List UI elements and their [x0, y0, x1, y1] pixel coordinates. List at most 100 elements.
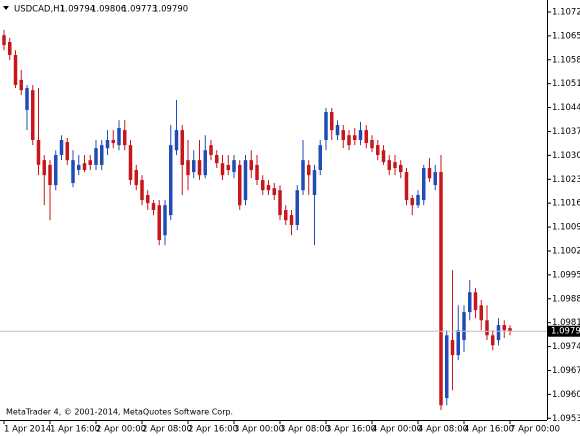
candle-body [335, 124, 340, 136]
candle-body [192, 160, 196, 173]
ohlc-open: 1.09794 [60, 5, 95, 15]
y-tick-label: 1.10025 [552, 246, 580, 256]
y-tick-label: 1.10655 [552, 31, 580, 41]
candle-body [13, 54, 18, 86]
y-tick-label: 1.09745 [552, 342, 580, 352]
candle-body [462, 312, 466, 341]
candle-body [215, 155, 219, 164]
candle-body [502, 325, 506, 331]
candle-body [255, 164, 259, 180]
candle-body [399, 164, 403, 173]
candle-body [157, 205, 161, 241]
candle-body [376, 145, 380, 156]
candle-body [146, 194, 150, 204]
candle-body [404, 172, 409, 201]
candle-body [249, 160, 253, 171]
candle-body [123, 130, 127, 146]
x-tick-label: 1 Apr 16:00 [50, 425, 100, 435]
y-tick-label: 1.09535 [552, 414, 580, 424]
y-tick-label: 1.10165 [552, 199, 580, 209]
menu-arrow [3, 6, 9, 10]
y-tick-label: 1.10445 [552, 103, 580, 113]
x-tick-label: 4 Apr 16:00 [464, 425, 514, 435]
x-tick-label: 2 Apr 08:00 [142, 425, 192, 435]
candle-body [105, 140, 110, 149]
candle-body [496, 325, 501, 341]
candle-body [381, 150, 386, 163]
y-tick-label: 1.10375 [552, 127, 580, 137]
candle-body [410, 198, 414, 206]
candle-body [439, 172, 443, 406]
candle-body [445, 335, 449, 399]
candle-body [358, 130, 363, 140]
candle-body [307, 164, 311, 176]
candle-body [134, 170, 138, 186]
y-tick-label: 1.10305 [552, 151, 580, 161]
candle-body [19, 79, 23, 91]
candle-body [48, 164, 52, 186]
candle-body [117, 128, 121, 146]
candle-body [94, 148, 98, 165]
ohlc-low: 1.09773 [122, 5, 157, 15]
candle-body [468, 292, 472, 313]
candle-body [220, 163, 225, 176]
candle-body [272, 188, 276, 195]
candle-body [473, 292, 478, 311]
candle-body [140, 179, 144, 201]
candle-body [422, 168, 426, 201]
candle-body [128, 145, 133, 180]
candle-body [364, 130, 368, 144]
candle-body [31, 90, 35, 140]
candle-body [71, 160, 75, 184]
x-tick-label: 3 Apr 00:00 [234, 425, 284, 435]
ohlc-close: 1.09790 [153, 5, 188, 15]
candle-body [312, 170, 317, 195]
candle-body [479, 305, 483, 321]
candle-body [393, 162, 397, 168]
y-tick-label: 1.09815 [552, 318, 580, 328]
candle-body [341, 130, 345, 140]
candle-body [59, 140, 64, 156]
y-tick-label: 1.10585 [552, 55, 580, 65]
candle-body [370, 140, 374, 149]
candle-body [2, 35, 6, 46]
y-tick-label: 1.10515 [552, 79, 580, 89]
y-tick-label: 1.10235 [552, 175, 580, 185]
x-tick-label: 4 Apr 00:00 [372, 425, 422, 435]
candle-body [197, 160, 202, 176]
candle-body [174, 130, 179, 151]
x-tick-label: 2 Apr 00:00 [96, 425, 146, 435]
y-tick-label: 1.10725 [552, 7, 580, 17]
x-tick-label: 3 Apr 08:00 [280, 425, 330, 435]
candle-body [226, 164, 230, 171]
candle-body [163, 205, 167, 236]
x-tick-label: 4 Apr 08:00 [418, 425, 468, 435]
candle-body [508, 328, 512, 332]
candle-body [416, 194, 420, 206]
x-tick-label: 2 Apr 16:00 [188, 425, 238, 435]
symbol: USDCAD,H1 [14, 5, 65, 15]
candle-body [491, 335, 495, 346]
candle-body [42, 160, 46, 176]
x-tick-label: 3 Apr 16:00 [326, 425, 376, 435]
candle-body [82, 163, 87, 171]
candle-body [284, 210, 288, 221]
candle-body [266, 185, 271, 191]
x-tick-label: 1 Apr 2014 [4, 425, 51, 435]
footer: MetaTrader 4, © 2001-2014, MetaQuotes So… [6, 408, 233, 417]
candle-body [77, 164, 81, 171]
candle-body [347, 135, 351, 146]
candle-body [301, 160, 305, 191]
y-tick-label: 1.09675 [552, 366, 580, 376]
candle-body [209, 145, 213, 156]
candle-body [8, 42, 12, 55]
candle-body [330, 112, 334, 131]
candle-body [427, 168, 432, 179]
x-tick-label: 7 Apr 00:00 [510, 425, 560, 435]
candle-body [169, 145, 173, 216]
candle-body [111, 140, 115, 144]
candle-body [324, 112, 328, 140]
candle-body [450, 340, 455, 356]
candle-body [485, 320, 489, 336]
